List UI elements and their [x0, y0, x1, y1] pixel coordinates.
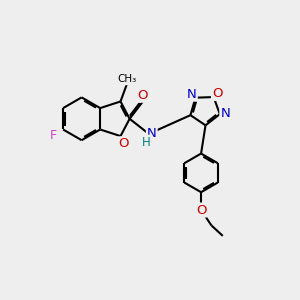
Text: N: N	[147, 127, 157, 140]
Text: F: F	[50, 129, 57, 142]
Text: O: O	[212, 87, 222, 100]
Text: O: O	[137, 89, 148, 102]
Text: O: O	[118, 137, 129, 150]
Text: N: N	[187, 88, 197, 100]
Text: CH₃: CH₃	[118, 74, 137, 84]
Text: N: N	[220, 107, 230, 120]
Text: O: O	[196, 203, 206, 217]
Text: H: H	[141, 136, 150, 149]
